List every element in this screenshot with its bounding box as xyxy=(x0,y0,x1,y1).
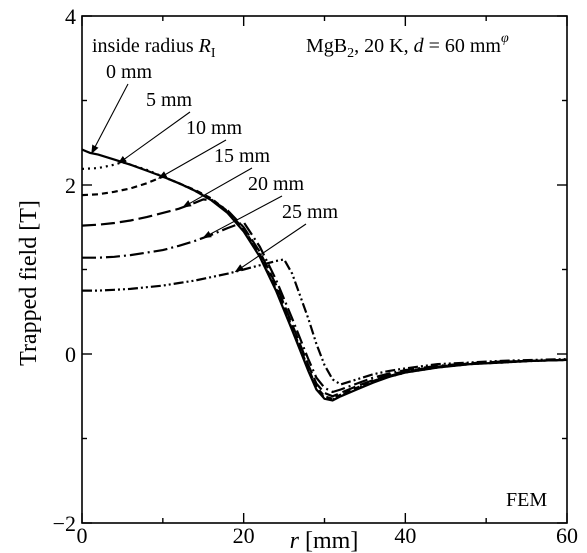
x-tick-label-1: 20 xyxy=(233,523,255,548)
legend-label-10mm: 10 mm xyxy=(186,117,243,139)
y-tick-label-0: −2 xyxy=(53,511,76,536)
legend-label-15mm: 15 mm xyxy=(214,145,271,167)
legend-label-20mm: 20 mm xyxy=(248,173,305,195)
pointer-arrow-2 xyxy=(157,139,227,179)
x-tick-label-2: 40 xyxy=(394,523,416,548)
pointer-arrow-4 xyxy=(202,195,283,239)
pointer-arrow-3 xyxy=(182,167,253,208)
pointer-arrow-1 xyxy=(117,111,191,165)
y-tick-label-3: 4 xyxy=(65,4,76,29)
y-tick-label-2: 2 xyxy=(65,173,76,198)
arrow-layer xyxy=(91,83,307,273)
series-line-3 xyxy=(81,198,568,398)
x-axis-label: r [mm] xyxy=(290,528,359,553)
y-tick-label-1: 0 xyxy=(65,342,76,367)
series-line-4 xyxy=(82,220,568,394)
pointer-arrow-5 xyxy=(234,223,307,273)
x-tick-label-3: 60 xyxy=(556,523,578,548)
series-line-1 xyxy=(81,161,568,401)
legend-title: inside radius RI xyxy=(92,35,216,61)
info-label: MgB2, 20 K, d = 60 mmφ xyxy=(306,31,509,61)
legend: inside radius RI 0 mm 5 mm 10 mm 15 mm 2… xyxy=(92,35,339,223)
y-axis-label: Trapped field [T] xyxy=(16,200,42,366)
legend-label-25mm: 25 mm xyxy=(282,201,339,223)
series-layer xyxy=(81,148,568,402)
legend-label-0mm: 0 mm xyxy=(106,61,153,83)
series-line-5 xyxy=(82,258,568,386)
x-tick-label-0: 0 xyxy=(77,523,88,548)
pointer-arrow-0 xyxy=(91,83,129,155)
plot-frame xyxy=(81,15,568,524)
method-label: FEM xyxy=(506,489,547,511)
legend-label-5mm: 5 mm xyxy=(146,89,193,111)
